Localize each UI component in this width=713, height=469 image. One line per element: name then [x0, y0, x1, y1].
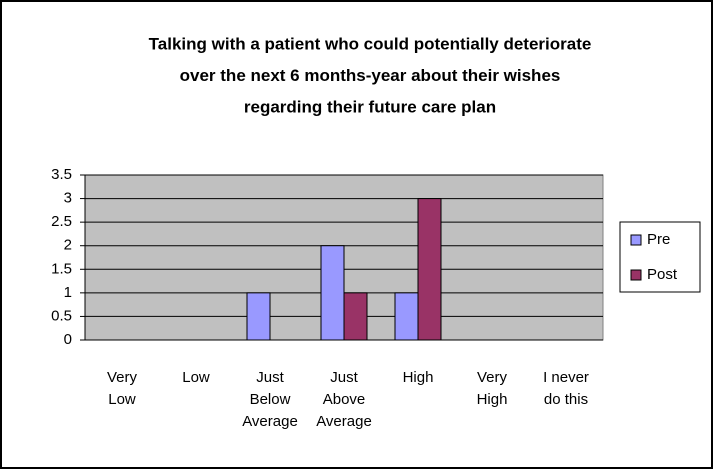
bar [246, 292, 271, 341]
chart-title: Talking with a patient who could potenti… [149, 34, 592, 53]
chart-title: regarding their future care plan [244, 97, 496, 116]
y-tick-label: 2.5 [51, 213, 72, 230]
legend-swatch [630, 234, 642, 246]
x-tick-label: Low [182, 369, 210, 386]
x-tick-label: Just Below Average [242, 369, 298, 430]
y-tick-label: 3 [64, 190, 72, 207]
bar [417, 198, 442, 341]
x-tick-label: Very High [476, 369, 508, 408]
y-tick-label: 0 [64, 331, 72, 348]
x-tick-label: Very Low [106, 369, 137, 408]
y-tick-label: 1.5 [51, 260, 72, 277]
legend-label: Post [647, 266, 678, 283]
legend-swatch [630, 269, 642, 281]
chart-title: over the next 6 months-year about their … [180, 66, 561, 85]
y-tick-label: 3.5 [51, 166, 72, 183]
bar [343, 292, 368, 341]
x-tick-label: High [402, 369, 434, 386]
y-tick-label: 2 [64, 237, 72, 254]
bar [394, 292, 419, 341]
x-tick-label: I never do this [543, 369, 589, 408]
x-tick-label: Just Above Average [316, 369, 372, 430]
y-tick-label: 1 [64, 284, 72, 301]
y-tick-label: 0.5 [51, 307, 72, 324]
bar [320, 245, 345, 341]
legend-label: Pre [647, 231, 670, 248]
